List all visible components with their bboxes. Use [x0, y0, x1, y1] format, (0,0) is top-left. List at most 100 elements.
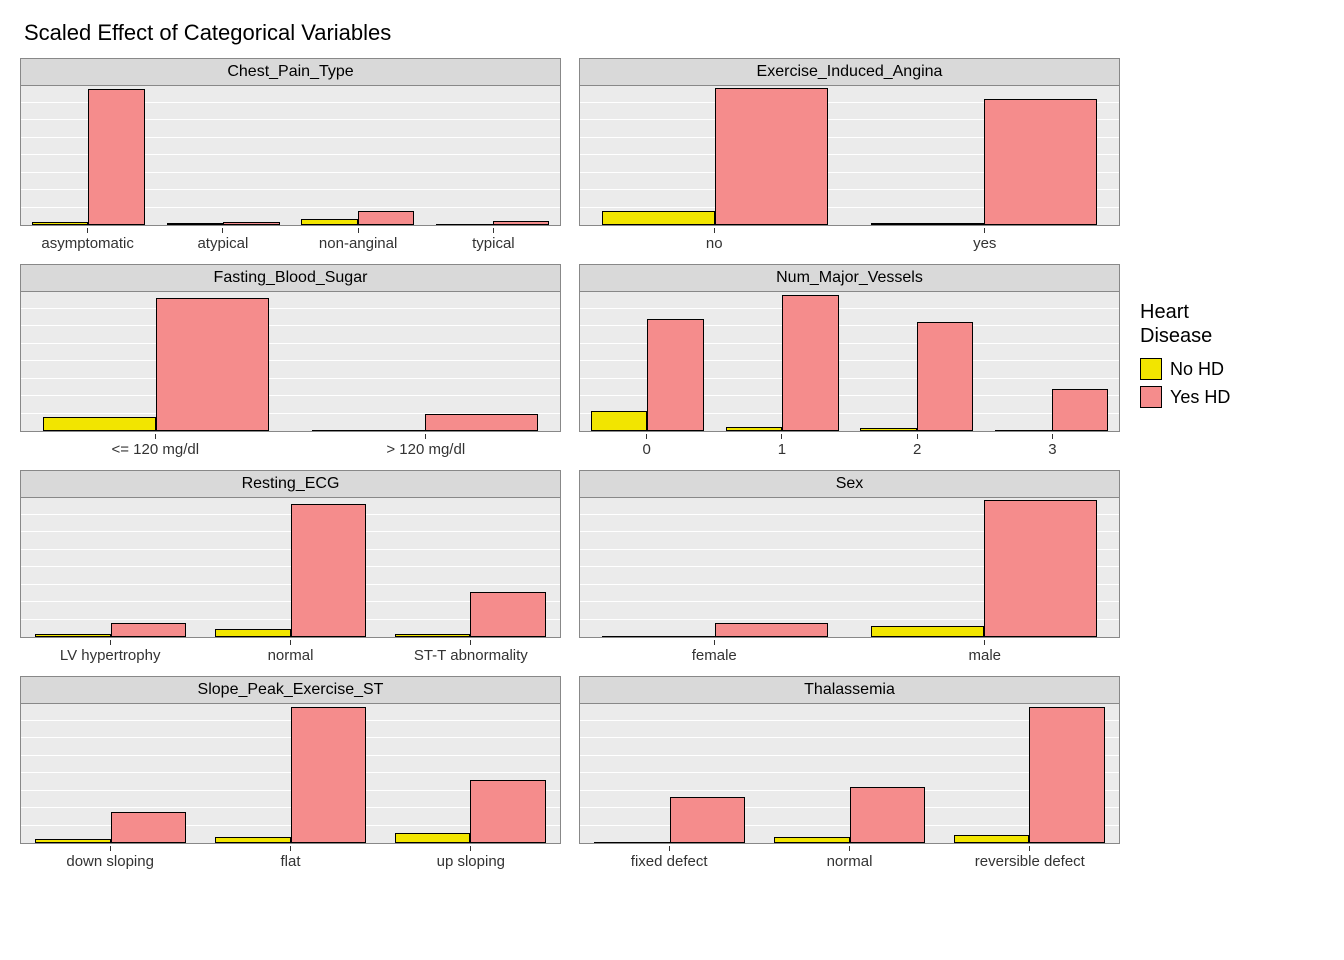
bar-group — [850, 498, 1120, 637]
x-axis-labels: noyes — [579, 228, 1120, 252]
x-axis-label-text: typical — [426, 235, 561, 252]
bar-no-hd — [860, 428, 917, 431]
facet-header: Num_Major_Vessels — [579, 264, 1120, 292]
x-axis-label: normal — [759, 846, 939, 870]
x-axis-label: 0 — [579, 434, 714, 458]
x-axis-tick — [290, 846, 291, 851]
bar-group — [291, 86, 426, 225]
bar-no-hd — [32, 222, 89, 226]
bar-no-hd — [312, 430, 425, 431]
bar-yes-hd — [88, 89, 145, 225]
x-axis-labels: <= 120 mg/dl> 120 mg/dl — [20, 434, 561, 458]
bar-yes-hd — [782, 295, 839, 431]
legend-label: No HD — [1170, 359, 1224, 380]
bar-group — [291, 292, 561, 431]
bar-no-hd — [395, 634, 470, 637]
bars-layer — [21, 292, 560, 431]
x-axis-label-text: 3 — [985, 441, 1120, 458]
bar-no-hd — [726, 427, 783, 431]
facet: Slope_Peak_Exercise_STdown slopingflatup… — [20, 676, 561, 870]
x-axis-tick — [849, 846, 850, 851]
bar-group — [201, 498, 381, 637]
x-axis-label: normal — [200, 640, 380, 664]
x-axis-tick — [358, 228, 359, 233]
x-axis-tick — [425, 434, 426, 439]
x-axis-label: fixed defect — [579, 846, 759, 870]
legend-items: No HD Yes HD — [1140, 358, 1230, 408]
facet-plot — [20, 86, 561, 226]
x-axis-label: female — [579, 640, 850, 664]
bar-no-hd — [43, 417, 156, 431]
x-axis-label: flat — [200, 846, 380, 870]
legend-swatch — [1140, 358, 1162, 380]
x-axis-label-text: up sloping — [381, 853, 561, 870]
x-axis-tick — [87, 228, 88, 233]
x-axis-label-text: no — [579, 235, 850, 252]
x-axis-label-text: flat — [200, 853, 380, 870]
bar-group — [201, 704, 381, 843]
bars-layer — [580, 704, 1119, 843]
x-axis-label-text: asymptomatic — [20, 235, 155, 252]
facet-plot — [579, 498, 1120, 638]
x-axis-label-text: <= 120 mg/dl — [20, 441, 291, 458]
bar-yes-hd — [984, 99, 1097, 225]
facet-plot — [20, 498, 561, 638]
bars-layer — [21, 704, 560, 843]
x-axis-label: reversible defect — [940, 846, 1120, 870]
x-axis-label: no — [579, 228, 850, 252]
bar-group — [21, 498, 201, 637]
bar-yes-hd — [917, 322, 974, 431]
bar-no-hd — [594, 842, 669, 843]
x-axis-label-text: normal — [759, 853, 939, 870]
x-axis-label: yes — [850, 228, 1121, 252]
x-axis-label: 3 — [985, 434, 1120, 458]
x-axis-labels: LV hypertrophynormalST-T abnormality — [20, 640, 561, 664]
x-axis-tick — [917, 434, 918, 439]
bar-group — [21, 86, 156, 225]
x-axis-label-text: LV hypertrophy — [20, 647, 200, 664]
legend-item: Yes HD — [1140, 386, 1230, 408]
x-axis-label-text: yes — [850, 235, 1121, 252]
x-axis-tick — [1029, 846, 1030, 851]
bar-yes-hd — [470, 592, 545, 637]
bar-yes-hd — [1052, 389, 1109, 431]
x-axis-label-text: > 120 mg/dl — [291, 441, 562, 458]
x-axis-label: 2 — [850, 434, 985, 458]
facet-header: Exercise_Induced_Angina — [579, 58, 1120, 86]
bar-group — [580, 498, 850, 637]
bar-no-hd — [35, 634, 110, 637]
bar-yes-hd — [984, 500, 1097, 637]
facet: Chest_Pain_Typeasymptomaticatypicalnon-a… — [20, 58, 561, 252]
x-axis-label: <= 120 mg/dl — [20, 434, 291, 458]
bars-layer — [580, 498, 1119, 637]
x-axis-tick — [1052, 434, 1053, 439]
bar-group — [380, 498, 560, 637]
bar-no-hd — [602, 636, 715, 637]
bar-yes-hd — [715, 88, 828, 225]
legend-label: Yes HD — [1170, 387, 1230, 408]
bar-yes-hd — [425, 414, 538, 431]
chart-container: Scaled Effect of Categorical Variables C… — [20, 20, 1324, 870]
x-axis-label-text: fixed defect — [579, 853, 759, 870]
bar-yes-hd — [111, 812, 186, 843]
x-axis-label: male — [850, 640, 1121, 664]
x-axis-label: ST-T abnormality — [381, 640, 561, 664]
bar-group — [715, 292, 850, 431]
bar-group — [425, 86, 560, 225]
x-axis-label-text: 0 — [579, 441, 714, 458]
bars-layer — [21, 86, 560, 225]
bar-no-hd — [602, 211, 715, 225]
x-axis-label-text: down sloping — [20, 853, 200, 870]
bar-group — [939, 704, 1119, 843]
bar-yes-hd — [223, 222, 280, 225]
x-axis-labels: asymptomaticatypicalnon-anginaltypical — [20, 228, 561, 252]
x-axis-tick — [984, 228, 985, 233]
x-axis-labels: 0123 — [579, 434, 1120, 458]
x-axis-label-text: normal — [200, 647, 380, 664]
legend-swatch — [1140, 386, 1162, 408]
x-axis-tick — [470, 846, 471, 851]
x-axis-label: LV hypertrophy — [20, 640, 200, 664]
chart-area: Scaled Effect of Categorical Variables C… — [20, 20, 1120, 870]
bar-group — [850, 292, 985, 431]
x-axis-label-text: atypical — [155, 235, 290, 252]
